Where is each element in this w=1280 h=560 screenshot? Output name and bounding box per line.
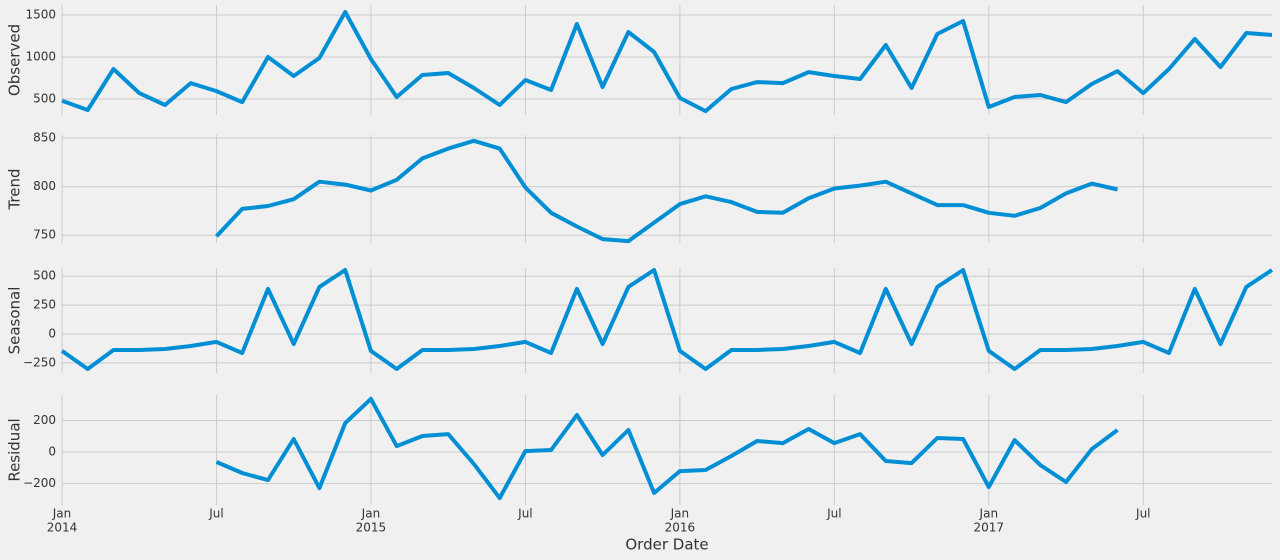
y-tick-label: 500 xyxy=(33,92,56,106)
x-tick-year: 2016 xyxy=(665,521,696,535)
line xyxy=(60,268,1274,371)
x-tick-label: Jul xyxy=(1135,507,1150,521)
x-tick-label: Jan xyxy=(52,507,72,521)
x-tick-year: 2017 xyxy=(974,521,1005,535)
x-axis-label: Order Date xyxy=(625,536,708,554)
y-tick-label: 1000 xyxy=(25,50,56,64)
y-axis-label: Seasonal xyxy=(6,287,24,355)
y-tick-label: −200 xyxy=(23,476,56,490)
y-axis-label: Residual xyxy=(6,418,24,481)
x-tick-label: Jan xyxy=(361,507,381,521)
y-tick-label: 800 xyxy=(33,179,56,193)
y-tick-label: 850 xyxy=(33,130,56,144)
y-tick-label: 250 xyxy=(33,298,56,312)
y-tick-label: −250 xyxy=(23,355,56,369)
x-tick-label: Jul xyxy=(826,507,841,521)
y-tick-label: 750 xyxy=(33,228,56,242)
y-tick-label: 1500 xyxy=(25,8,56,22)
x-tick-label: Jul xyxy=(208,507,223,521)
y-tick-label: 500 xyxy=(33,269,56,283)
x-tick-label: Jul xyxy=(517,507,532,521)
x-tick-year: 2015 xyxy=(356,521,387,535)
line xyxy=(215,138,1118,244)
x-tick-label: Jan xyxy=(979,507,999,521)
y-tick-label: 0 xyxy=(48,445,56,459)
x-tick-label: Jan xyxy=(670,507,690,521)
y-axis-label: Observed xyxy=(6,24,24,96)
line xyxy=(215,396,1119,501)
line xyxy=(61,10,1273,114)
y-tick-label: 0 xyxy=(48,326,56,340)
y-tick-label: 200 xyxy=(33,413,56,427)
y-axis-label: Trend xyxy=(6,168,24,210)
x-tick-year: 2014 xyxy=(47,521,78,535)
